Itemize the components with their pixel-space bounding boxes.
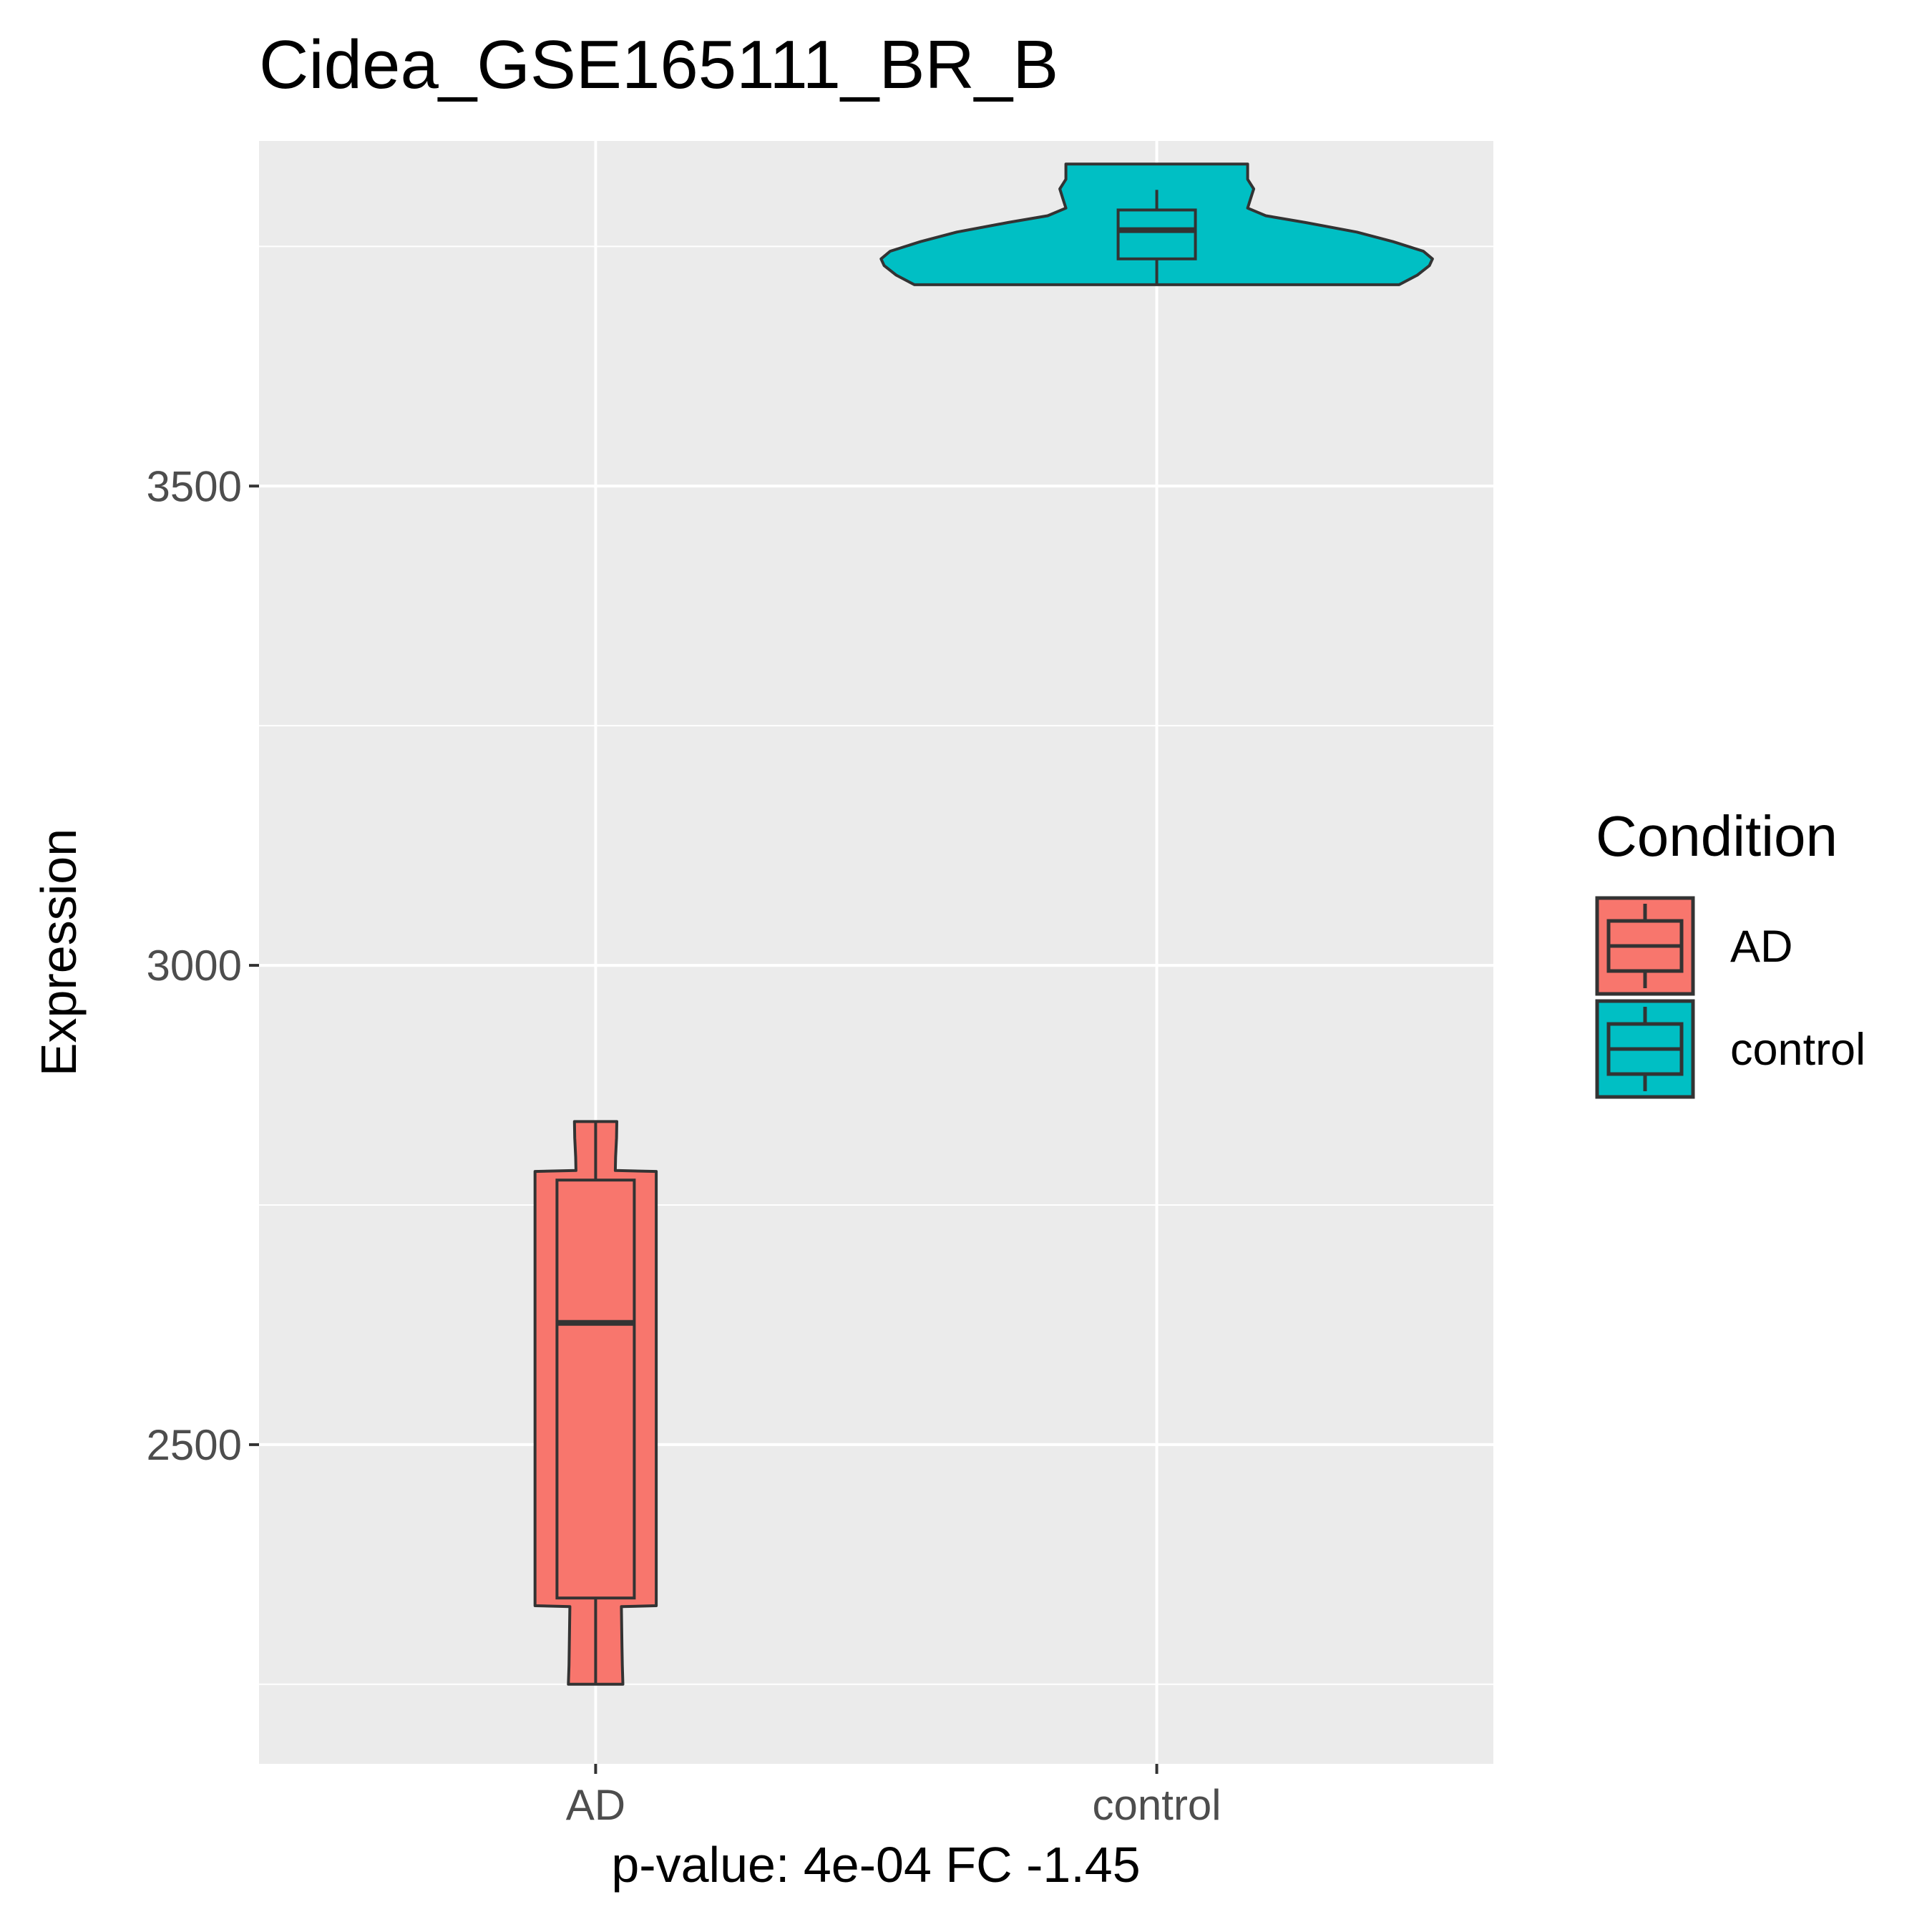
boxplots <box>555 190 1197 1684</box>
y-axis: 2500 3000 3500 <box>147 462 259 1469</box>
legend-label-ad: AD <box>1730 922 1793 972</box>
y-tick-label: 2500 <box>147 1421 242 1469</box>
y-axis-title: Expression <box>31 829 87 1076</box>
legend-label-control: control <box>1730 1025 1865 1075</box>
plot-panel <box>259 141 1493 1764</box>
y-tick-label: 3000 <box>147 942 242 990</box>
legend: Condition AD control <box>1595 804 1865 1099</box>
x-axis-title: p-value: 4e-04 FC -1.45 <box>611 1837 1140 1893</box>
x-tick-label: AD <box>566 1781 625 1829</box>
y-tick-label: 3500 <box>147 462 242 510</box>
x-tick-label: control <box>1093 1781 1221 1829</box>
box-ad <box>555 1179 636 1600</box>
x-axis: AD control <box>566 1764 1221 1829</box>
legend-title: Condition <box>1596 804 1838 868</box>
chart-title: Cidea_GSE165111_BR_B <box>259 26 1058 103</box>
box-control <box>1116 208 1197 260</box>
